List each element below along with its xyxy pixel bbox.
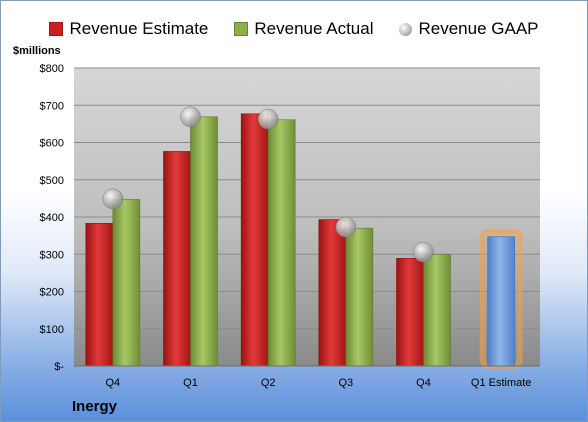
point-revenue-gaap [180, 106, 201, 128]
point-revenue-gaap [413, 241, 434, 263]
bar-revenue-actual [345, 227, 374, 367]
bar-revenue-estimate [240, 113, 269, 367]
x-tick-label: Q4 [105, 377, 120, 389]
company-name: Inergy [72, 398, 118, 415]
y-axis-unit-label: $millions [13, 45, 61, 57]
point-revenue-gaap [102, 188, 124, 209]
point-revenue-gaap [257, 108, 279, 130]
legend-swatch-estimate [49, 22, 64, 36]
x-tick-label: Q3 [338, 377, 353, 389]
legend-label-estimate: Revenue Estimate [69, 19, 209, 38]
bar-revenue-estimate [396, 258, 424, 367]
bar-revenue-actual [267, 119, 296, 367]
legend-item-actual: Revenue Actual [234, 19, 373, 39]
legend-swatch-actual [234, 22, 249, 36]
legend-label-gaap: Revenue GAAP [418, 19, 539, 38]
y-tick-label: $400 [40, 212, 64, 224]
legend-item-gaap: Revenue GAAP [399, 19, 539, 39]
point-revenue-gaap [335, 216, 357, 238]
y-tick-label: $500 [40, 175, 64, 187]
y-tick-label: $- [54, 361, 64, 373]
y-tick-label: $300 [40, 249, 64, 261]
bar-estimate-next [487, 236, 516, 367]
bar-revenue-estimate [318, 219, 347, 367]
x-tick-label: Q4 [416, 377, 431, 389]
legend-swatch-gaap [399, 22, 413, 36]
x-tick-label: Q2 [261, 377, 276, 389]
bar-revenue-actual [112, 199, 141, 367]
y-tick-label: $200 [40, 287, 64, 299]
bar-revenue-estimate [85, 223, 114, 367]
bar-revenue-actual [190, 116, 218, 367]
y-tick-label: $800 [40, 63, 64, 75]
bar-revenue-estimate [163, 151, 191, 367]
legend-item-estimate: Revenue Estimate [49, 19, 208, 39]
x-tick-label: Q1 Estimate [471, 377, 532, 389]
y-tick-label: $100 [40, 324, 64, 336]
x-tick-label: Q1 [183, 377, 198, 389]
y-tick-label: $700 [40, 100, 64, 112]
bar-revenue-actual [423, 253, 451, 367]
legend-label-actual: Revenue Actual [254, 19, 374, 38]
legend: Revenue Estimate Revenue Actual Revenue … [0, 16, 588, 42]
y-tick-label: $600 [40, 138, 64, 150]
